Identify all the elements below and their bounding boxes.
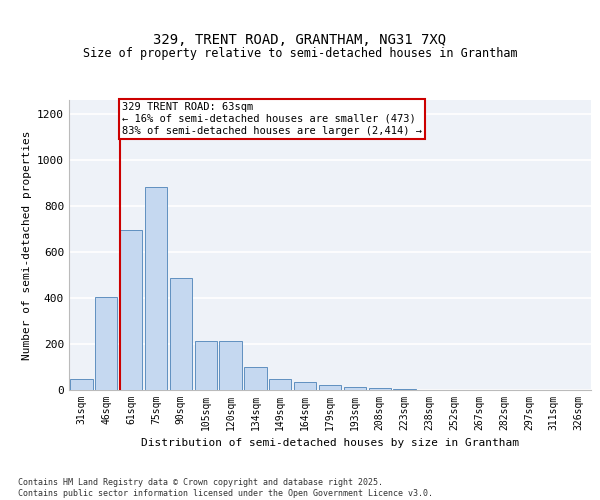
Bar: [294, 382, 316, 390]
Text: Contains HM Land Registry data © Crown copyright and database right 2025.
Contai: Contains HM Land Registry data © Crown c…: [18, 478, 433, 498]
Bar: [319, 386, 341, 390]
Bar: [344, 387, 366, 390]
Bar: [145, 188, 167, 390]
Text: 329, TRENT ROAD, GRANTHAM, NG31 7XQ: 329, TRENT ROAD, GRANTHAM, NG31 7XQ: [154, 32, 446, 46]
Bar: [170, 278, 192, 390]
Text: 329 TRENT ROAD: 63sqm
← 16% of semi-detached houses are smaller (473)
83% of sem: 329 TRENT ROAD: 63sqm ← 16% of semi-deta…: [122, 102, 422, 136]
Bar: [194, 341, 217, 390]
Bar: [244, 367, 266, 390]
Bar: [220, 341, 242, 390]
Bar: [269, 379, 292, 390]
Y-axis label: Number of semi-detached properties: Number of semi-detached properties: [22, 130, 32, 360]
Text: Size of property relative to semi-detached houses in Grantham: Size of property relative to semi-detach…: [83, 48, 517, 60]
Bar: [120, 230, 142, 390]
Bar: [368, 388, 391, 390]
Bar: [95, 297, 118, 390]
Bar: [70, 379, 92, 390]
X-axis label: Distribution of semi-detached houses by size in Grantham: Distribution of semi-detached houses by …: [141, 438, 519, 448]
